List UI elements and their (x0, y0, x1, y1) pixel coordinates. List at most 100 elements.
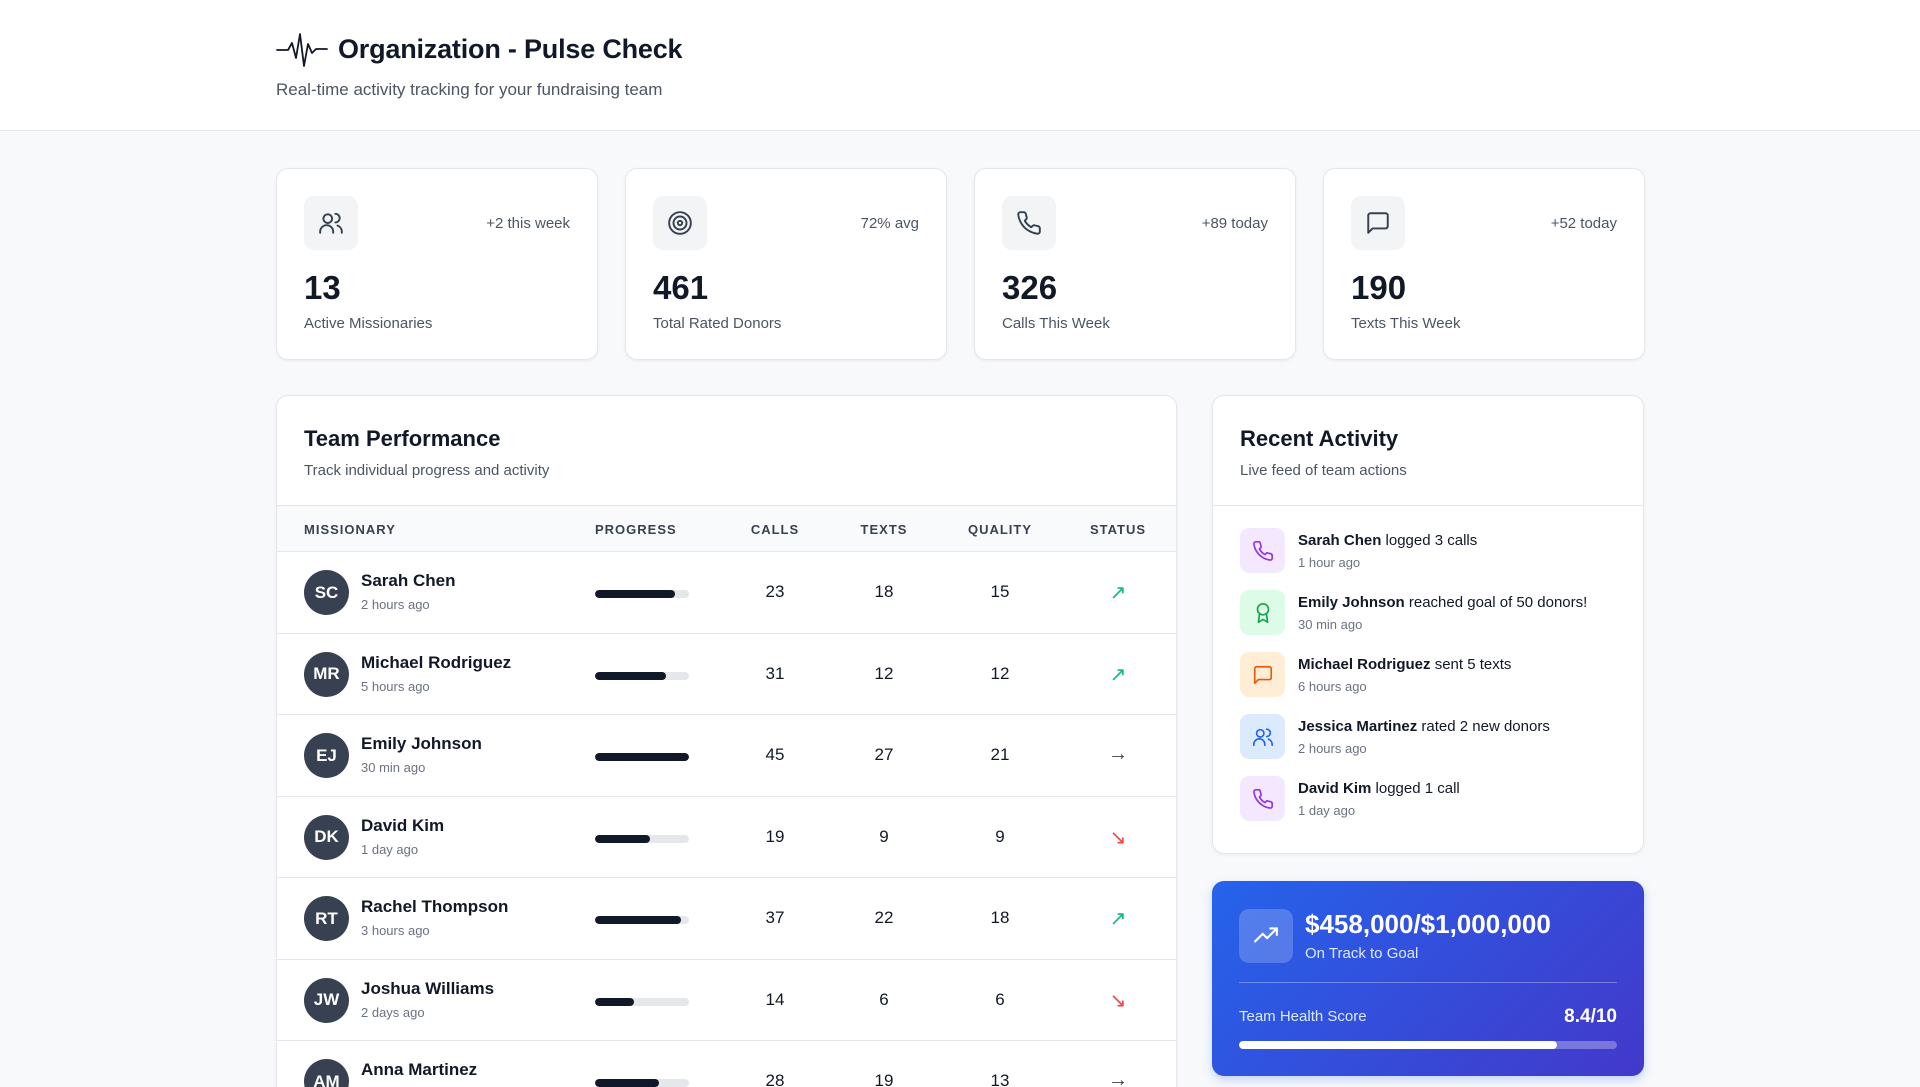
activity-text: Emily Johnson reached goal of 50 donors! (1298, 594, 1587, 611)
table-row[interactable]: JW Joshua Williams 2 days ago 14 6 6 ↘ (277, 960, 1176, 1041)
calls-value: 45 (765, 745, 785, 764)
activity-action: logged 1 call (1371, 780, 1460, 797)
progress-bar (595, 590, 689, 598)
status-up-icon: ↗ (1109, 663, 1127, 686)
texts-value: 22 (874, 908, 894, 927)
progress-fill (595, 753, 689, 761)
users-icon (304, 196, 358, 250)
progress-fill (595, 834, 650, 843)
stat-card-missionaries[interactable]: +2 this week 13 Active Missionaries (276, 168, 598, 360)
quality-value: 12 (990, 663, 1010, 683)
team-performance-panel: Team Performance Track individual progre… (276, 395, 1177, 1087)
stat-card-texts[interactable]: +52 today 190 Texts This Week (1323, 168, 1645, 360)
stat-label: Active Missionaries (304, 315, 433, 332)
health-score-label: Team Health Score (1239, 1008, 1367, 1025)
activity-item[interactable]: Michael Rodriguez sent 5 texts 6 hours ag… (1240, 652, 1616, 714)
activity-action: rated 2 new donors (1417, 718, 1550, 735)
activity-item[interactable]: David Kim logged 1 call 1 day ago (1240, 776, 1616, 838)
page-title: Organization - Pulse Check (338, 33, 683, 64)
users-icon (1240, 714, 1285, 759)
table-row[interactable]: SC Sarah Chen 2 hours ago 23 18 15 ↗ (277, 552, 1176, 634)
progress-bar (595, 916, 689, 924)
status-flat-icon: → (1108, 743, 1128, 765)
status-flat-icon: → (1108, 1069, 1128, 1087)
column-header-missionary[interactable]: MISSIONARY (304, 522, 396, 537)
activity-item[interactable]: Jessica Martinez rated 2 new donors 2 hou… (1240, 714, 1616, 776)
status-up-icon: ↗ (1109, 582, 1127, 604)
activity-actor: Sarah Chen (1298, 532, 1382, 549)
stat-value: 461 (653, 269, 709, 306)
stat-delta: +2 this week (486, 215, 570, 232)
status-down-icon: ↘ (1109, 826, 1127, 849)
recent-activity-panel: Recent Activity Live feed of team action… (1212, 395, 1644, 854)
stat-card-calls[interactable]: +89 today 326 Calls This Week (974, 168, 1296, 360)
missionary-name: David Kim (361, 815, 445, 835)
progress-fill (595, 590, 675, 598)
activity-time: 1 day ago (1298, 803, 1356, 818)
stat-label: Calls This Week (1002, 315, 1110, 332)
texts-value: 19 (874, 1071, 894, 1087)
stat-card-donors[interactable]: 72% avg 461 Total Rated Donors (625, 168, 947, 360)
progress-fill (595, 916, 682, 924)
calls-value: 23 (765, 582, 785, 601)
column-header-status[interactable]: STATUS (1089, 522, 1147, 537)
table-row[interactable]: AM Anna Martinez 28 19 13 → (277, 1041, 1176, 1087)
progress-bar (595, 834, 689, 843)
stat-label: Total Rated Donors (653, 315, 782, 332)
table-row[interactable]: MR Michael Rodriguez 5 hours ago 31 12 12 ↗ (277, 634, 1176, 715)
activity-action: logged 3 calls (1381, 532, 1478, 549)
avatar: AM (304, 1059, 349, 1087)
stats-row: +2 this week 13 Active Missionaries 72% … (276, 168, 1645, 360)
table-row[interactable]: DK David Kim 1 day ago 19 9 9 ↘ (277, 797, 1176, 878)
calls-value: 14 (765, 989, 785, 1009)
panel-subtitle: Live feed of team actions (1240, 462, 1407, 479)
phone-icon (1240, 776, 1285, 821)
calls-value: 37 (765, 908, 785, 927)
activity-feed: Sarah Chen logged 3 calls 1 hour ago Emily… (1213, 506, 1643, 838)
table-header: MISSIONARY PROGRESS CALLS TEXTS QUALITY … (277, 506, 1176, 552)
table-row[interactable]: EJ Emily Johnson 30 min ago 45 27 21 → (277, 715, 1176, 797)
progress-bar (595, 997, 689, 1006)
column-header-progress[interactable]: PROGRESS (595, 522, 677, 537)
award-icon (1240, 590, 1285, 635)
stat-delta: +52 today (1550, 215, 1617, 232)
last-active-time: 2 days ago (361, 1004, 425, 1020)
quality-value: 13 (990, 1071, 1010, 1087)
health-score-bar (1239, 1041, 1617, 1049)
quality-value: 6 (995, 989, 1005, 1009)
activity-action: reached goal of 50 donors! (1404, 594, 1588, 611)
stat-value: 190 (1351, 269, 1407, 306)
avatar: EJ (304, 733, 349, 778)
quality-value: 9 (995, 826, 1005, 846)
progress-fill (595, 1079, 659, 1087)
missionary-name: Emily Johnson (361, 734, 482, 753)
column-header-calls[interactable]: CALLS (750, 522, 800, 537)
activity-actor: David Kim (1298, 780, 1372, 797)
missionary-name: Joshua Williams (361, 978, 495, 998)
activity-text: Michael Rodriguez sent 5 texts (1298, 656, 1511, 673)
quality-value: 21 (990, 745, 1010, 764)
progress-bar (595, 671, 689, 680)
calls-value: 31 (765, 663, 785, 683)
column-header-quality[interactable]: QUALITY (967, 522, 1033, 537)
missionary-name: Rachel Thompson (361, 897, 509, 916)
stat-delta: 72% avg (860, 215, 919, 232)
activity-time: 1 hour ago (1298, 555, 1361, 570)
phone-icon (1240, 528, 1285, 573)
last-active-time: 3 hours ago (361, 923, 430, 938)
activity-actor: Michael Rodriguez (1298, 656, 1431, 673)
activity-item[interactable]: Sarah Chen logged 3 calls 1 hour ago (1240, 528, 1616, 590)
texts-value: 27 (874, 745, 894, 764)
goal-label: On Track to Goal (1305, 945, 1419, 962)
progress-fill (595, 671, 667, 680)
health-score-fill (1239, 1041, 1557, 1049)
goal-card[interactable]: $458,000/$1,000,000 On Track to Goal Tea… (1212, 881, 1644, 1076)
activity-item[interactable]: Emily Johnson reached goal of 50 donors!… (1240, 590, 1616, 652)
divider (1239, 982, 1617, 983)
missionary-name: Sarah Chen (361, 571, 456, 590)
stat-value: 326 (1002, 269, 1058, 306)
table-row[interactable]: RT Rachel Thompson 3 hours ago 37 22 18 ↗ (277, 878, 1176, 960)
stat-delta: +89 today (1201, 215, 1268, 232)
column-header-texts[interactable]: TEXTS (860, 522, 908, 537)
activity-actor: Emily Johnson (1298, 594, 1405, 611)
